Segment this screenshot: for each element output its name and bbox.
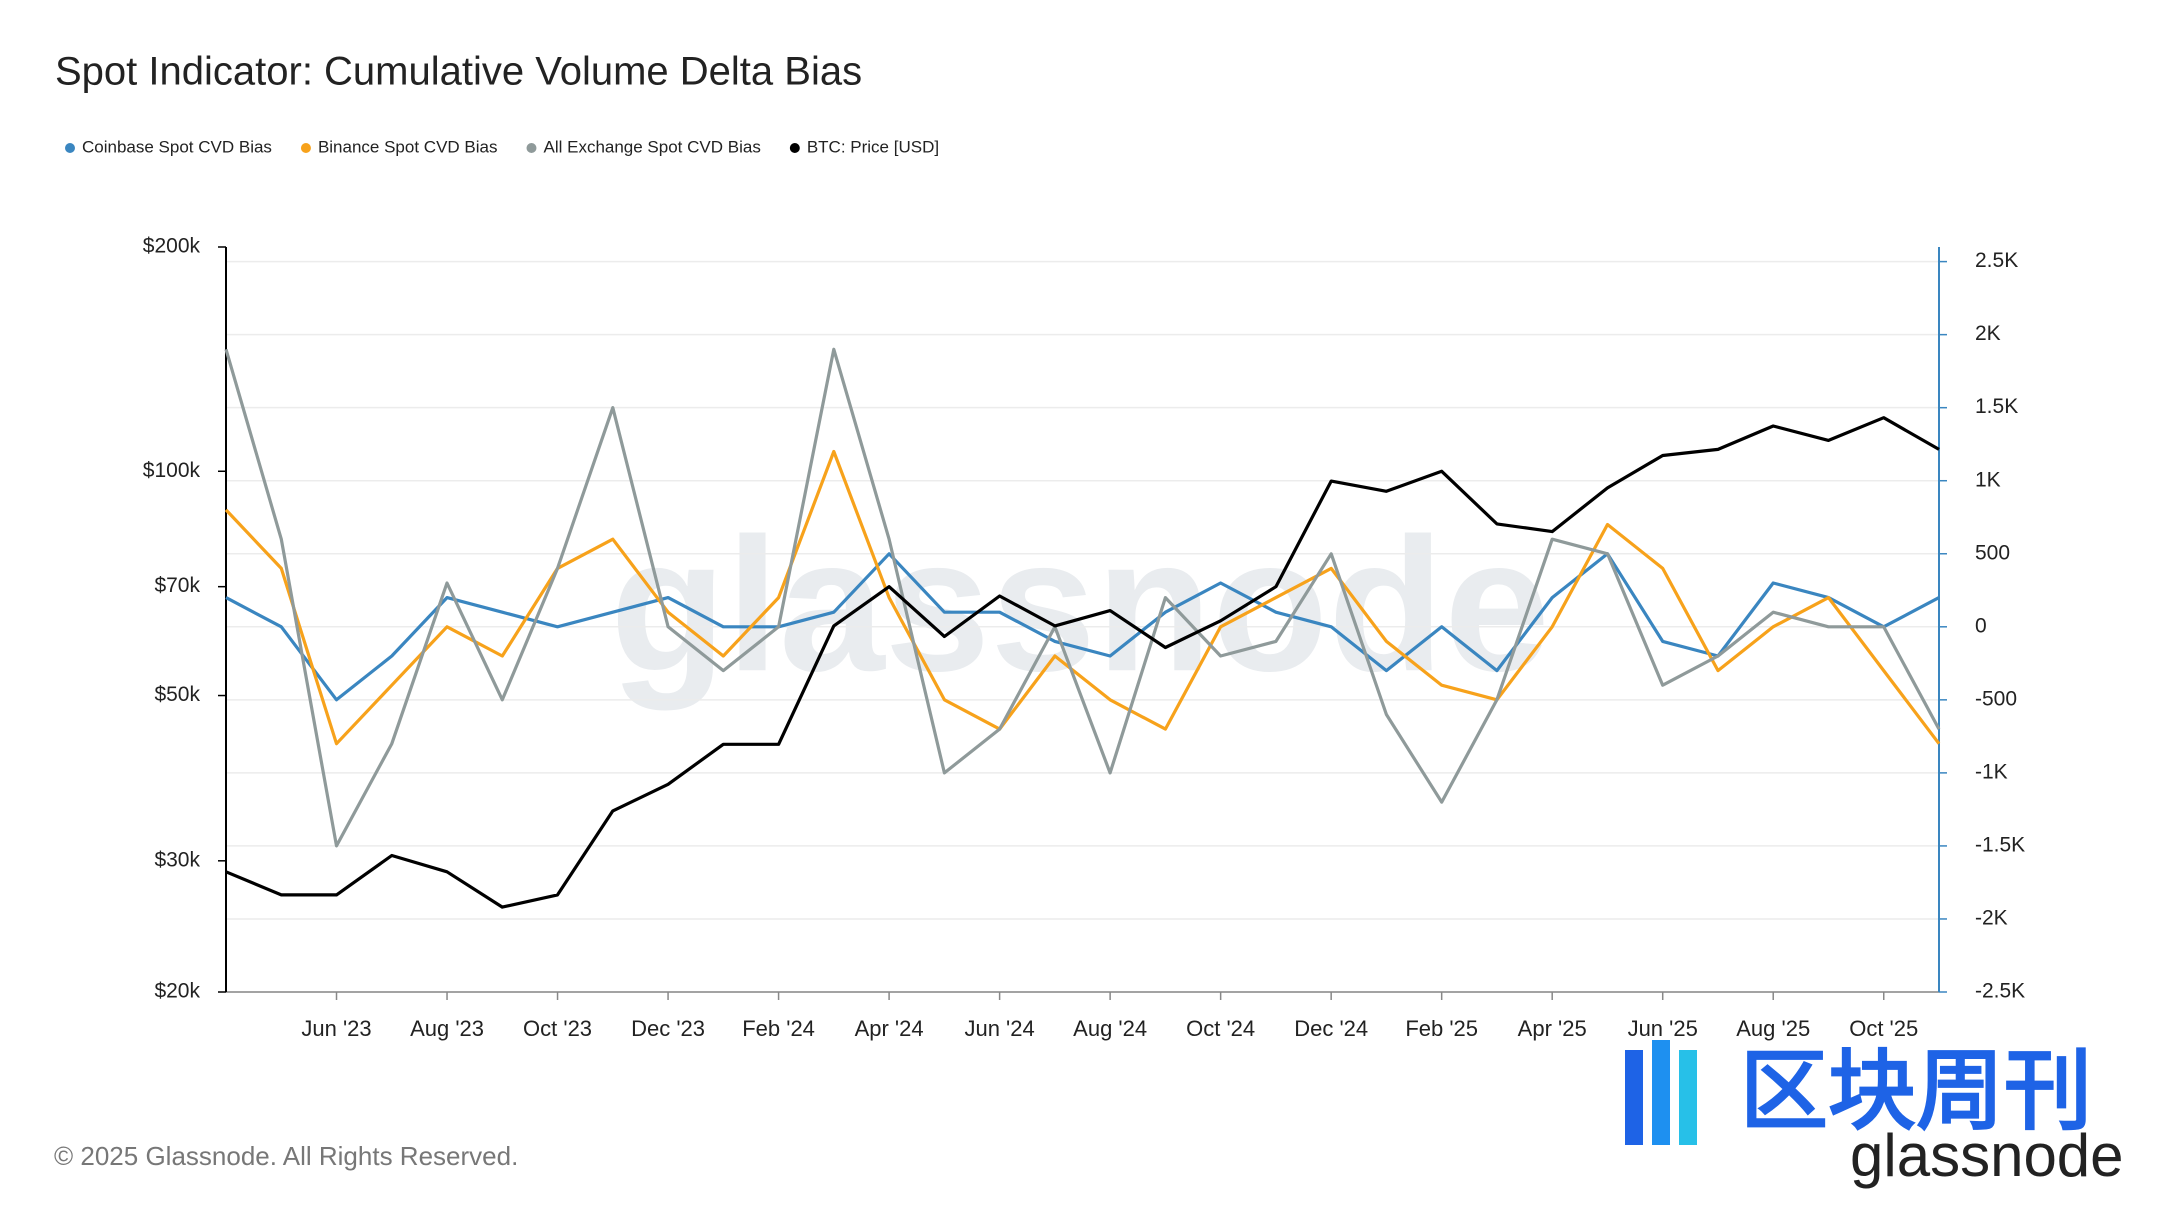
legend-label: Binance Spot CVD Bias	[318, 137, 498, 156]
legend-swatch	[65, 143, 75, 153]
logo-en: glassnode	[1850, 1122, 2124, 1189]
y2-tick-label: 1K	[1975, 468, 2001, 491]
y-tick-label: $50k	[154, 683, 200, 706]
legend-label: Coinbase Spot CVD Bias	[82, 137, 272, 156]
y-tick-label: $30k	[154, 848, 200, 871]
series-line	[224, 347, 1941, 848]
x-tick-label: Oct '24	[1186, 1016, 1255, 1041]
y2-tick-label: -1K	[1975, 760, 2008, 783]
y2-tick-label: -1.5K	[1975, 833, 2025, 856]
x-tick-label: Oct '25	[1849, 1016, 1918, 1041]
x-tick-label: Aug '25	[1736, 1016, 1810, 1041]
legend-swatch	[300, 143, 311, 153]
logo-cn: 区块周刊	[1740, 1041, 2092, 1140]
logo: 区块周刊 glassnode	[1625, 1040, 2124, 1189]
y2-tick-label: 2K	[1975, 322, 2001, 345]
y-tick-label: $70k	[154, 574, 200, 597]
chart-title: Spot Indicator: Cumulative Volume Delta …	[55, 50, 862, 94]
y-tick-label: $100k	[143, 459, 201, 482]
legend-swatch	[526, 143, 537, 153]
x-tick-label: Apr '24	[855, 1016, 924, 1041]
y2-tick-label: 2.5K	[1975, 249, 2018, 272]
y2-tick-label: 1.5K	[1975, 395, 2018, 418]
legend-label: BTC: Price [USD]	[807, 137, 939, 156]
logo-bar	[1652, 1040, 1670, 1145]
x-tick-label: Oct '23	[523, 1016, 592, 1041]
y2-tick-label: -500	[1975, 687, 2017, 710]
y2-tick-label: 500	[1975, 541, 2010, 564]
x-tick-label: Feb '25	[1405, 1016, 1478, 1041]
x-tick-label: Dec '23	[631, 1016, 705, 1041]
y2-tick-label: -2.5K	[1975, 980, 2025, 1003]
x-tick-label: Jun '24	[964, 1016, 1034, 1041]
x-tick-label: Apr '25	[1518, 1016, 1587, 1041]
copyright: © 2025 Glassnode. All Rights Reserved.	[54, 1141, 518, 1171]
legend-swatch	[789, 143, 800, 153]
series-line	[225, 552, 1940, 702]
y-tick-label: $200k	[143, 235, 201, 258]
series-line	[224, 449, 1941, 746]
x-tick-label: Jun '23	[301, 1016, 371, 1041]
series-line	[225, 416, 1940, 909]
y2-tick-label: 0	[1975, 614, 1987, 637]
watermark: glassnode	[610, 499, 1550, 711]
x-tick-label: Dec '24	[1294, 1016, 1368, 1041]
y-tick-label: $20k	[154, 980, 200, 1003]
x-tick-label: Feb '24	[742, 1016, 815, 1041]
x-tick-label: Aug '24	[1073, 1016, 1147, 1041]
y2-tick-label: -2K	[1975, 907, 2008, 930]
logo-bar	[1625, 1050, 1643, 1145]
logo-bar	[1679, 1050, 1697, 1145]
x-tick-label: Jun '25	[1628, 1016, 1698, 1041]
legend-label: All Exchange Spot CVD Bias	[543, 137, 760, 156]
x-tick-label: Aug '23	[410, 1016, 484, 1041]
